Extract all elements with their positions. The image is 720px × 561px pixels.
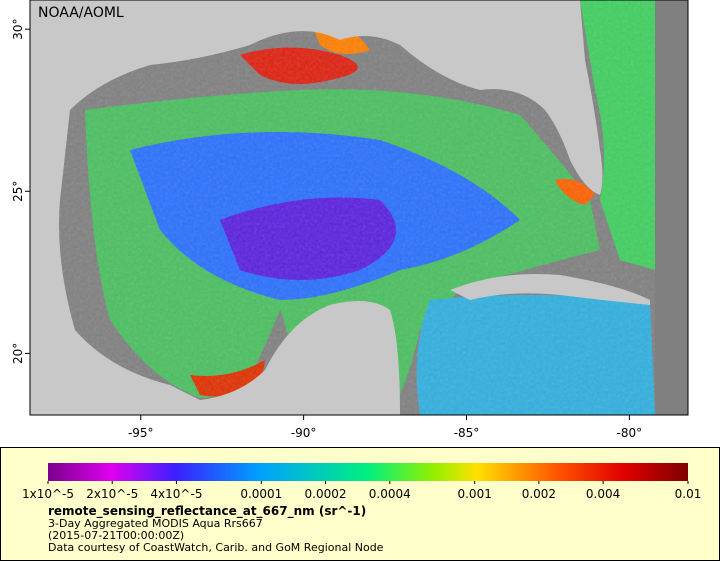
colorbar-tick-label: 4x10^-5 [150,487,202,501]
x-tick-label: -85° [454,426,480,440]
colorbar-tick-label: 0.01 [675,487,702,501]
colorbar [48,463,688,481]
land [30,0,603,415]
caption-line: 3-Day Aggregated MODIS Aqua Rrs667 [48,517,263,530]
y-tick-label: 25° [11,181,25,202]
colorbar-tick-label: 0.0001 [240,487,282,501]
map-area: NOAA/AOML [30,0,688,415]
credit-bg [34,2,129,24]
no-data-strip [655,0,688,415]
colorbar-tick-label: 2x10^-5 [86,487,138,501]
x-tick-label: -80° [617,426,643,440]
x-tick-label: -90° [291,426,317,440]
y-tick-label: 30° [11,19,25,40]
colorbar-tick-label: 0.002 [522,487,556,501]
colorbar-tick-label: 0.004 [586,487,620,501]
y-tick-label: 20° [11,343,25,364]
colorbar-tick-label: 0.0002 [305,487,347,501]
colorbar-tick-label: 1x10^-5 [22,487,74,501]
x-tick-label: -95° [128,426,154,440]
colorbar-tick-label: 0.0004 [369,487,411,501]
credit: NOAA/AOML [38,5,124,21]
cuba [450,274,650,305]
caption-title: remote_sensing_reflectance_at_667_nm (sr… [48,504,366,519]
colorbar-tick-label: 0.001 [457,487,491,501]
map-frame [29,0,689,416]
caption-line: Data courtesy of CoastWatch, Carib. and … [48,541,384,554]
caption-line: (2015-07-21T00:00:00Z) [48,529,184,542]
